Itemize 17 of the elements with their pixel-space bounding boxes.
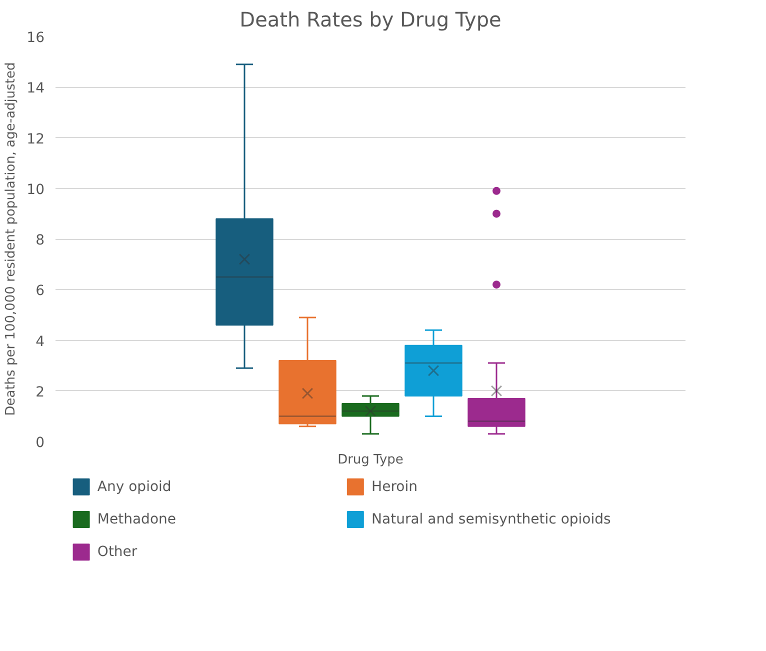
y-tick-label: 14 [26,80,45,97]
y-tick-label: 12 [26,131,45,148]
legend-label: Natural and semisynthetic opioids [372,512,611,528]
y-tick-label: 10 [26,182,45,198]
legend-label: Any opioid [97,478,172,495]
y-tick-label: 2 [36,384,45,400]
legend-label: Methadone [97,512,176,528]
y-tick-label: 8 [36,232,45,248]
y-tick-label: 16 [26,30,45,46]
y-tick-label: 0 [36,435,45,451]
x-axis-title: Drug Type [338,452,404,468]
legend-label: Heroin [372,478,418,495]
y-axis-title: Deaths per 100,000 resident population, age-adjusted [4,62,19,416]
y-tick-label: 6 [36,283,45,300]
legend-label: Other [97,544,138,560]
y-tick-label: 4 [36,334,45,350]
chart-title: Death Rates by Drug Type [240,8,502,32]
